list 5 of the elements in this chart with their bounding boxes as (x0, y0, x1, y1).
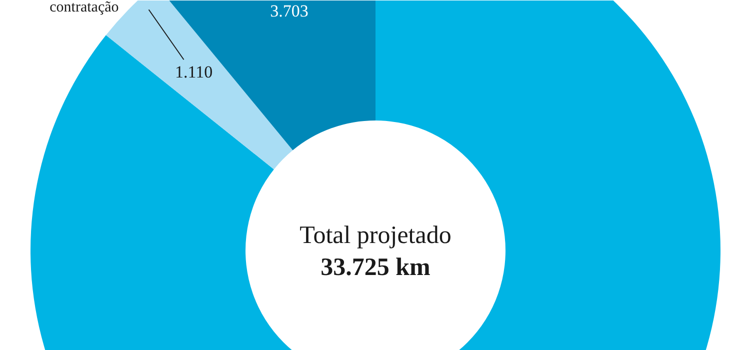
text: Total projetado (300, 222, 452, 249)
data-label: 1.110 (174, 62, 213, 82)
data-label: 3.703 (270, 2, 308, 21)
slice-label: contratação (50, 0, 119, 16)
text: 33.725 km (320, 254, 431, 281)
